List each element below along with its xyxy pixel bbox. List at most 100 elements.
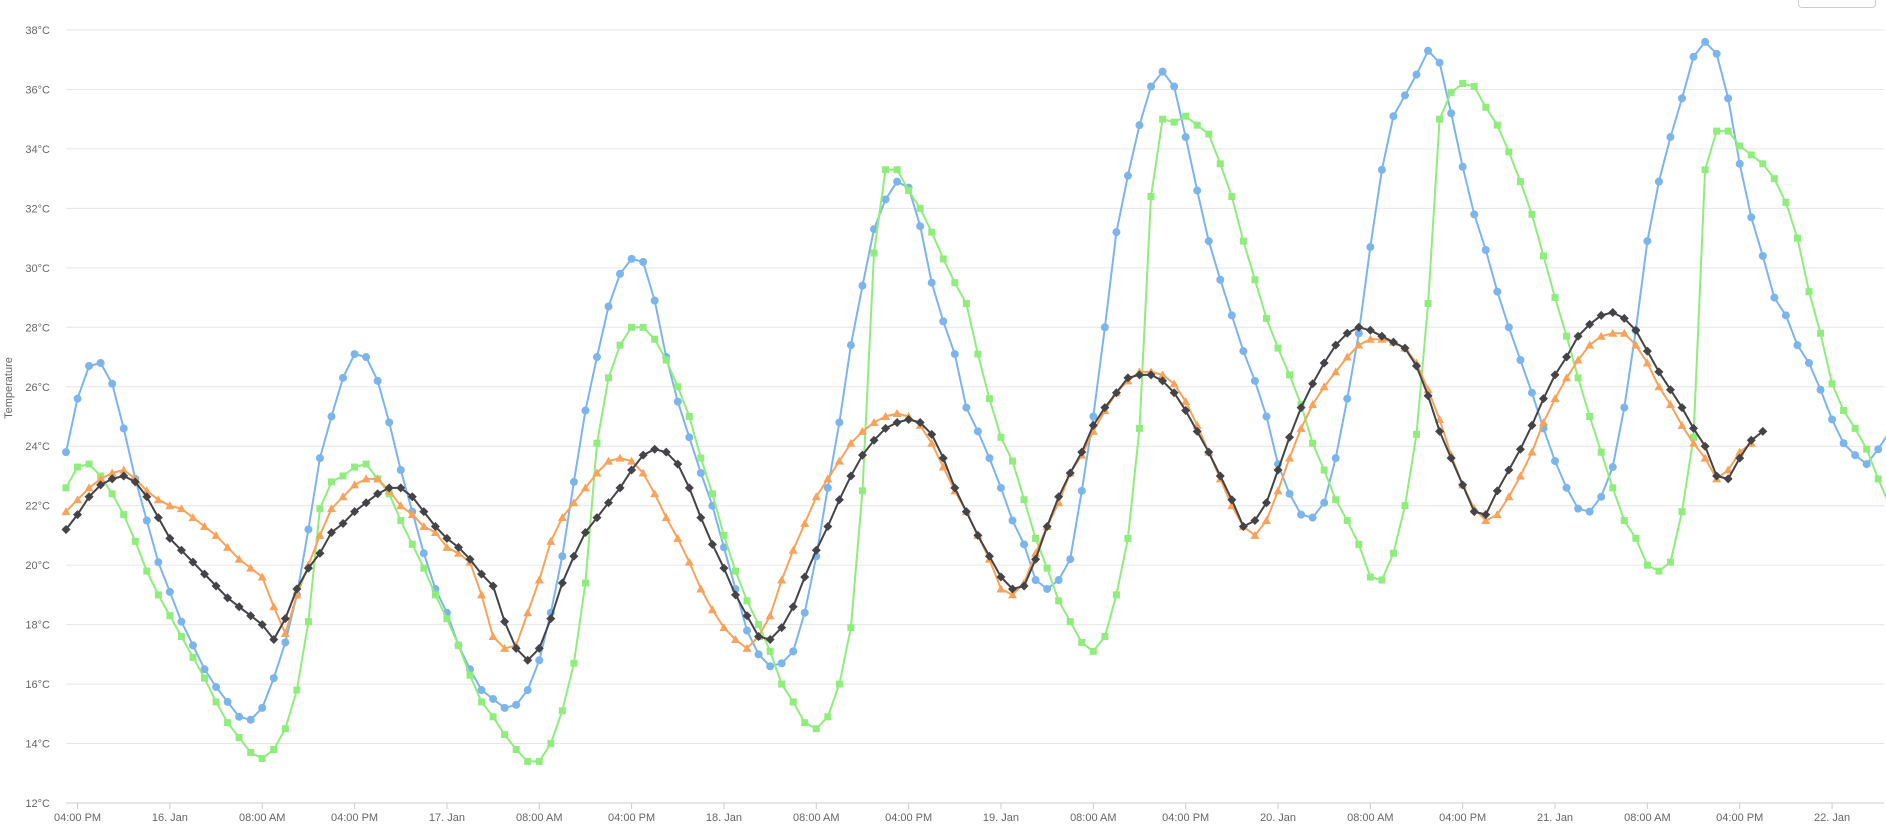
data-point[interactable] [881, 195, 890, 204]
data-point[interactable] [280, 629, 290, 638]
data-point[interactable] [1654, 382, 1664, 391]
data-point[interactable] [1389, 112, 1398, 121]
data-point[interactable] [1735, 453, 1745, 463]
data-point[interactable] [1169, 388, 1179, 398]
data-point[interactable] [1077, 486, 1086, 495]
data-point[interactable] [1666, 558, 1674, 566]
data-point[interactable] [1689, 423, 1699, 433]
data-point[interactable] [1043, 584, 1052, 593]
data-point[interactable] [1781, 311, 1790, 320]
data-point[interactable] [1689, 438, 1699, 447]
data-point[interactable] [1055, 597, 1063, 605]
data-point[interactable] [523, 655, 533, 665]
data-point[interactable] [1401, 502, 1409, 510]
data-point[interactable] [1239, 237, 1247, 245]
data-point[interactable] [1274, 344, 1282, 352]
data-point[interactable] [246, 715, 255, 724]
data-point[interactable] [1447, 109, 1456, 118]
data-point[interactable] [1562, 352, 1572, 362]
data-point[interactable] [1170, 82, 1179, 91]
data-point[interactable] [315, 454, 324, 463]
data-point[interactable] [546, 614, 556, 624]
data-point[interactable] [61, 524, 71, 534]
data-point[interactable] [74, 463, 82, 471]
data-point[interactable] [500, 643, 510, 652]
data-point[interactable] [1643, 237, 1652, 246]
data-point[interactable] [1527, 388, 1536, 397]
data-point[interactable] [419, 507, 429, 517]
data-point[interactable] [1746, 435, 1756, 445]
data-point[interactable] [1009, 457, 1017, 465]
data-point[interactable] [177, 633, 185, 641]
data-point[interactable] [419, 549, 428, 558]
data-point[interactable] [443, 615, 451, 623]
data-point[interactable] [1654, 367, 1664, 377]
data-point[interactable] [73, 495, 83, 504]
data-point[interactable] [1228, 192, 1236, 200]
data-point[interactable] [870, 249, 878, 257]
data-point[interactable] [1043, 564, 1051, 572]
data-point[interactable] [1839, 439, 1848, 448]
data-point[interactable] [1723, 474, 1733, 484]
data-point[interactable] [1261, 498, 1271, 508]
data-point[interactable] [1204, 237, 1213, 246]
data-point[interactable] [1701, 166, 1709, 174]
data-point[interactable] [1181, 406, 1191, 416]
data-point[interactable] [1331, 340, 1341, 350]
data-point[interactable] [1632, 534, 1640, 542]
data-point[interactable] [857, 426, 867, 435]
data-point[interactable] [754, 632, 764, 642]
data-point[interactable] [1736, 142, 1744, 150]
data-point[interactable] [442, 542, 452, 551]
data-point[interactable] [1862, 460, 1871, 469]
data-point[interactable] [488, 632, 498, 641]
data-point[interactable] [974, 350, 982, 358]
data-point[interactable] [1504, 323, 1513, 332]
data-point[interactable] [235, 712, 244, 721]
data-point[interactable] [223, 542, 233, 551]
data-point[interactable] [777, 659, 786, 668]
data-point[interactable] [385, 418, 394, 427]
data-point[interactable] [212, 698, 220, 706]
data-point[interactable] [580, 527, 590, 537]
data-point[interactable] [1343, 394, 1352, 403]
data-point[interactable] [730, 634, 740, 643]
data-point[interactable] [247, 748, 255, 756]
data-point[interactable] [453, 548, 463, 557]
data-point[interactable] [107, 468, 117, 477]
data-point[interactable] [281, 725, 289, 733]
data-point[interactable] [719, 623, 729, 632]
data-point[interactable] [477, 686, 486, 695]
data-point[interactable] [478, 698, 486, 706]
data-point[interactable] [569, 551, 579, 561]
data-point[interactable] [430, 522, 440, 532]
data-point[interactable] [511, 643, 521, 653]
data-point[interactable] [1066, 618, 1074, 626]
data-point[interactable] [1574, 504, 1583, 513]
data-point[interactable] [1782, 198, 1790, 206]
data-point[interactable] [615, 453, 625, 462]
data-point[interactable] [351, 463, 359, 471]
data-point[interactable] [62, 484, 70, 492]
data-point[interactable] [916, 204, 924, 212]
data-point[interactable] [430, 527, 440, 536]
data-point[interactable] [996, 483, 1005, 492]
data-point[interactable] [166, 612, 174, 620]
data-point[interactable] [857, 450, 867, 460]
data-point[interactable] [466, 671, 474, 679]
data-point[interactable] [778, 680, 786, 688]
data-point[interactable] [303, 563, 313, 573]
data-point[interactable] [1296, 423, 1306, 432]
data-point[interactable] [1331, 367, 1341, 376]
data-point[interactable] [766, 647, 774, 655]
data-point[interactable] [766, 662, 775, 671]
data-point[interactable] [1469, 507, 1479, 517]
data-point[interactable] [1285, 489, 1294, 498]
data-point[interactable] [1596, 310, 1606, 320]
data-point[interactable] [1515, 471, 1525, 480]
data-point[interactable] [812, 725, 820, 733]
data-point[interactable] [1020, 540, 1029, 549]
data-point[interactable] [581, 406, 590, 415]
data-point[interactable] [696, 468, 705, 477]
data-point[interactable] [834, 456, 844, 465]
